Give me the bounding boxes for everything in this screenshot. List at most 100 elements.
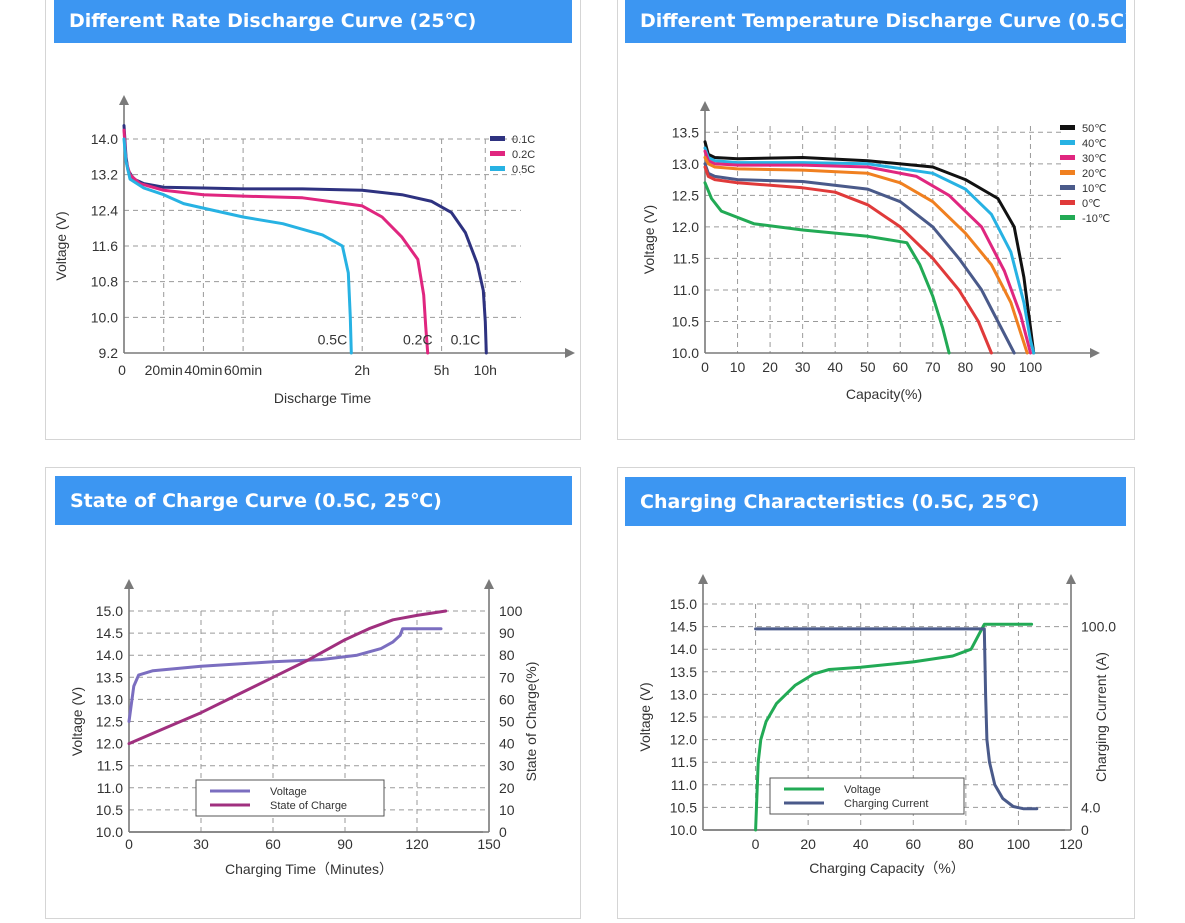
x-tick-label: 2h	[354, 362, 370, 378]
x-axis-label: Charging Capacity（%）	[809, 860, 965, 876]
y-tick-label: 13.0	[670, 686, 697, 702]
x-tick-label: 90	[337, 836, 353, 852]
legend-swatch	[1060, 140, 1075, 145]
x-tick-label: 120	[1059, 836, 1083, 852]
y2-tick-label: 70	[499, 669, 515, 685]
x-tick-label: 40	[827, 359, 843, 375]
series-line	[703, 140, 1036, 355]
x-tick-label: 100	[1007, 836, 1031, 852]
x-axis-arrow	[565, 348, 575, 358]
y-tick-label: 11.5	[97, 758, 123, 774]
y-tick-label: 14.0	[670, 641, 697, 657]
y2-tick-label: 30	[499, 758, 515, 774]
y-tick-label: 12.5	[96, 714, 123, 730]
series-line	[703, 162, 1016, 355]
annotation-label: 0.1C	[451, 332, 481, 348]
y-tick-label: 13.2	[91, 167, 118, 183]
legend-label: -10℃	[1082, 213, 1110, 225]
y-tick-label: 12.4	[91, 202, 118, 218]
y-tick-label: 14.5	[96, 625, 123, 641]
x-axis-label: Discharge Time	[274, 390, 371, 406]
x-axis-arrow	[1090, 348, 1100, 358]
y2-tick-label: 10	[499, 802, 515, 818]
legend-label: 30℃	[1082, 153, 1107, 165]
series-line	[703, 156, 1029, 355]
x-tick-label: 90	[990, 359, 1006, 375]
y-tick-label: 9.2	[99, 345, 119, 361]
series-line	[122, 137, 353, 355]
y-tick-label: 10.5	[670, 799, 697, 815]
y-tick-label: 12.0	[672, 219, 699, 235]
series-line	[127, 609, 448, 746]
rate-discharge-chart: 9.2 10.0 10.8 11.6 12.4 13.2 14.0 0 20min 40min 60…	[53, 95, 575, 406]
y-tick-label: 11.6	[92, 238, 118, 254]
x-tick-label: 20	[762, 359, 778, 375]
temperature-discharge-panel: Different Temperature Discharge Curve (0…	[617, 0, 1135, 440]
y-tick-label: 10.5	[672, 313, 699, 329]
x-tick-label: 0	[701, 359, 709, 375]
y2-tick-label: 100.0	[1081, 619, 1116, 635]
legend-box	[769, 777, 965, 815]
y-axis-label: Voltage (V)	[637, 682, 653, 751]
y2-axis-label: Charging Current (A)	[1093, 652, 1109, 782]
y-axis-arrow	[698, 574, 708, 584]
y-axis-arrow	[119, 95, 129, 105]
legend-label: 0℃	[1082, 198, 1100, 210]
x-tick-label: 60min	[224, 362, 262, 378]
x-tick-label: 50	[860, 359, 876, 375]
x-tick-label: 10h	[474, 362, 497, 378]
x-tick-label: 60	[905, 836, 921, 852]
legend-swatch	[490, 151, 505, 156]
x-tick-label: 80	[958, 836, 974, 852]
charging-characteristics-chart: 10.0 10.5 11.0 11.5 12.0 12.5 13.0 13.5 14.0 14.5…	[637, 574, 1116, 876]
y2-tick-label: 60	[499, 691, 515, 707]
legend-swatch	[1060, 170, 1075, 175]
series-line	[122, 128, 430, 355]
y-tick-label: 11.5	[671, 754, 697, 770]
panel-title: Charging Characteristics (0.5C, 25℃)	[625, 477, 1126, 526]
state-of-charge-chart: 10.0 10.5 11.0 11.5 12.0 12.5 13.0 13.5 14.0 14.5…	[69, 579, 539, 877]
y2-axis-arrow	[1066, 574, 1076, 584]
annotation-label: 0.2C	[403, 332, 433, 348]
y-tick-label: 11.0	[97, 780, 123, 796]
y-tick-label: 10.0	[91, 309, 118, 325]
y-tick-label: 10.5	[96, 802, 123, 818]
y-tick-label: 13.5	[672, 124, 699, 140]
y2-axis-arrow	[484, 579, 494, 589]
legend-label: State of Charge	[270, 800, 347, 812]
y-axis-label: Voltage (V)	[69, 687, 85, 756]
legend-swatch	[490, 166, 505, 171]
legend-label: 0.5C	[512, 164, 535, 176]
series-line	[122, 124, 488, 355]
x-tick-label: 120	[405, 836, 429, 852]
y-tick-label: 13.5	[670, 664, 697, 680]
series-line	[127, 627, 443, 723]
y-tick-label: 13.0	[96, 691, 123, 707]
y-tick-label: 11.0	[671, 777, 697, 793]
x-tick-label: 20	[800, 836, 816, 852]
y2-tick-label: 40	[499, 736, 515, 752]
y-axis-arrow	[124, 579, 134, 589]
y-tick-label: 13.0	[672, 156, 699, 172]
y-tick-label: 10.0	[672, 345, 699, 361]
y-tick-label: 12.0	[96, 736, 123, 752]
series-line	[703, 181, 951, 355]
x-tick-label: 150	[477, 836, 501, 852]
y2-tick-label: 0	[499, 824, 507, 840]
y-tick-label: 12.5	[670, 709, 697, 725]
y-tick-label: 10.8	[91, 274, 118, 290]
legend-swatch	[490, 136, 505, 141]
x-tick-label: 70	[925, 359, 941, 375]
rate-discharge-panel: Different Rate Discharge Curve (25℃) 9.2…	[45, 0, 581, 440]
legend-swatch	[1060, 215, 1075, 220]
x-tick-label: 30	[193, 836, 209, 852]
y2-axis-label: State of Charge(%)	[523, 662, 539, 782]
legend-label: 40℃	[1082, 138, 1107, 150]
y-tick-label: 15.0	[96, 603, 123, 619]
legend-label: 0.1C	[512, 134, 535, 146]
x-tick-label: 0	[752, 836, 760, 852]
panel-title: Different Temperature Discharge Curve (0…	[625, 0, 1133, 43]
temperature-discharge-chart: 10.0 10.5 11.0 11.5 12.0 12.5 13.0 13.5 0 10 20 30 4…	[641, 101, 1110, 402]
charging-characteristics-panel: Charging Characteristics (0.5C, 25℃) 10.…	[617, 467, 1135, 919]
x-tick-label: 80	[958, 359, 974, 375]
